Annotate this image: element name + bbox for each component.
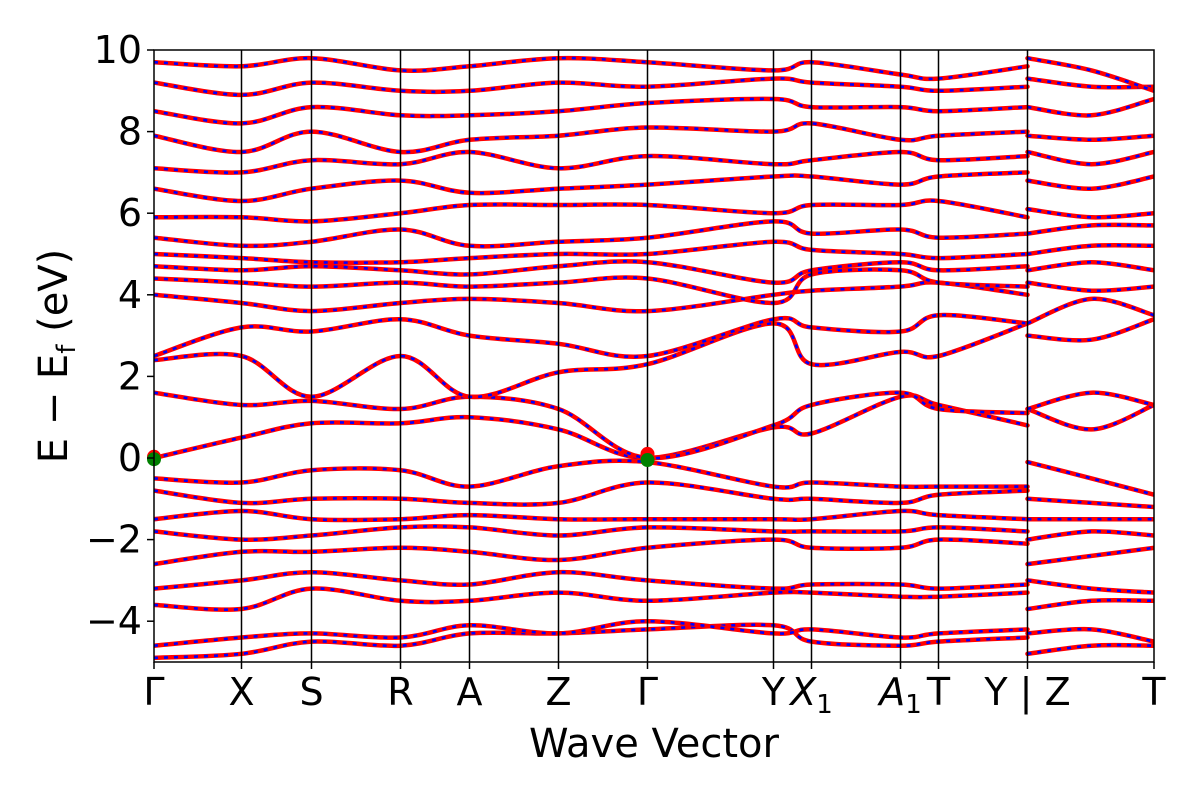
x-tick-label-3: R — [387, 670, 413, 714]
y-axis-ticks: −4 −2 0 2 4 6 8 10 — [86, 28, 154, 643]
band-line-35 — [1025, 390, 1154, 412]
band-line-dashed-42 — [1027, 207, 1154, 219]
band-line-dashed-5 — [154, 525, 1028, 542]
band-line-dashed-25 — [1027, 643, 1154, 656]
band-line-dashed-32 — [1027, 497, 1154, 509]
y-axis-label-main: E − E — [31, 354, 77, 464]
band-line-36 — [1025, 317, 1154, 343]
band-line-dashed-17 — [154, 220, 1028, 248]
band-line-48 — [1025, 55, 1154, 94]
band-line-dashed-30 — [1027, 530, 1154, 541]
band-line-dashed-27 — [1027, 598, 1154, 611]
x-tick-label-8: X1 — [788, 670, 833, 720]
band-line-44 — [1025, 149, 1154, 167]
y-axis-label-sub: f — [52, 344, 82, 354]
y-axis-label: E − Ef (eV) — [31, 249, 82, 464]
band-line-34 — [1025, 402, 1154, 432]
plot-frame — [153, 49, 1155, 663]
x-tick-label-9: A1 — [876, 670, 922, 720]
band-line-dashed-18 — [154, 199, 1028, 223]
x-tick-label-12: T — [1141, 670, 1166, 714]
x-tick-label-1: X — [228, 670, 254, 714]
band-line-37 — [1025, 296, 1154, 326]
band-line-46 — [1025, 96, 1154, 118]
y-tick-label-5: 6 — [118, 191, 142, 235]
band-edge-markers — [147, 446, 655, 468]
band-line-dashed-45 — [1027, 134, 1154, 142]
band-line-dashed-12 — [154, 313, 1028, 359]
band-line-dashed-8 — [154, 459, 1028, 489]
band-line-dashed-40 — [1027, 243, 1154, 256]
y-tick-label-4: 4 — [118, 273, 142, 317]
band-line-dashed-11 — [154, 322, 1028, 399]
x-tick-label-11: Y | Z — [983, 670, 1070, 715]
x-tick-label-2: S — [299, 670, 323, 714]
x-tick-label-7: Y — [761, 670, 786, 714]
band-edge-marker-3 — [640, 453, 655, 468]
band-line-dashed-29 — [1027, 546, 1154, 566]
band-line-dashed-16 — [154, 240, 1028, 264]
band-line-dashed-43 — [1027, 175, 1154, 191]
y-tick-label-2: 0 — [118, 436, 142, 480]
band-line-dashed-26 — [1027, 627, 1154, 643]
y-tick-label-0: −4 — [86, 599, 142, 643]
x-tick-label-10: T — [926, 670, 951, 714]
band-line-dashed-39 — [1027, 260, 1154, 272]
x-axis-label: Wave Vector — [529, 721, 780, 767]
y-tick-label-6: 8 — [118, 110, 142, 154]
band-line-dashed-38 — [1027, 281, 1154, 293]
x-tick-label-4: A — [457, 670, 483, 714]
x-tick-label-5: Z — [545, 670, 571, 714]
x-tick-label-6: Γ — [637, 670, 658, 714]
y-axis-label-unit: (eV) — [31, 249, 77, 345]
band-line-33 — [1025, 459, 1154, 497]
y-tick-label-1: −2 — [86, 518, 142, 562]
y-tick-label-3: 2 — [118, 354, 142, 398]
band-line-dashed-28 — [1027, 579, 1154, 594]
band-line-dashed-6 — [154, 509, 1028, 522]
band-line-dashed-41 — [1027, 223, 1154, 235]
x-tick-label-0: Γ — [143, 670, 164, 714]
y-tick-label-7: 10 — [94, 28, 142, 72]
high-symmetry-lines — [240, 50, 1029, 662]
